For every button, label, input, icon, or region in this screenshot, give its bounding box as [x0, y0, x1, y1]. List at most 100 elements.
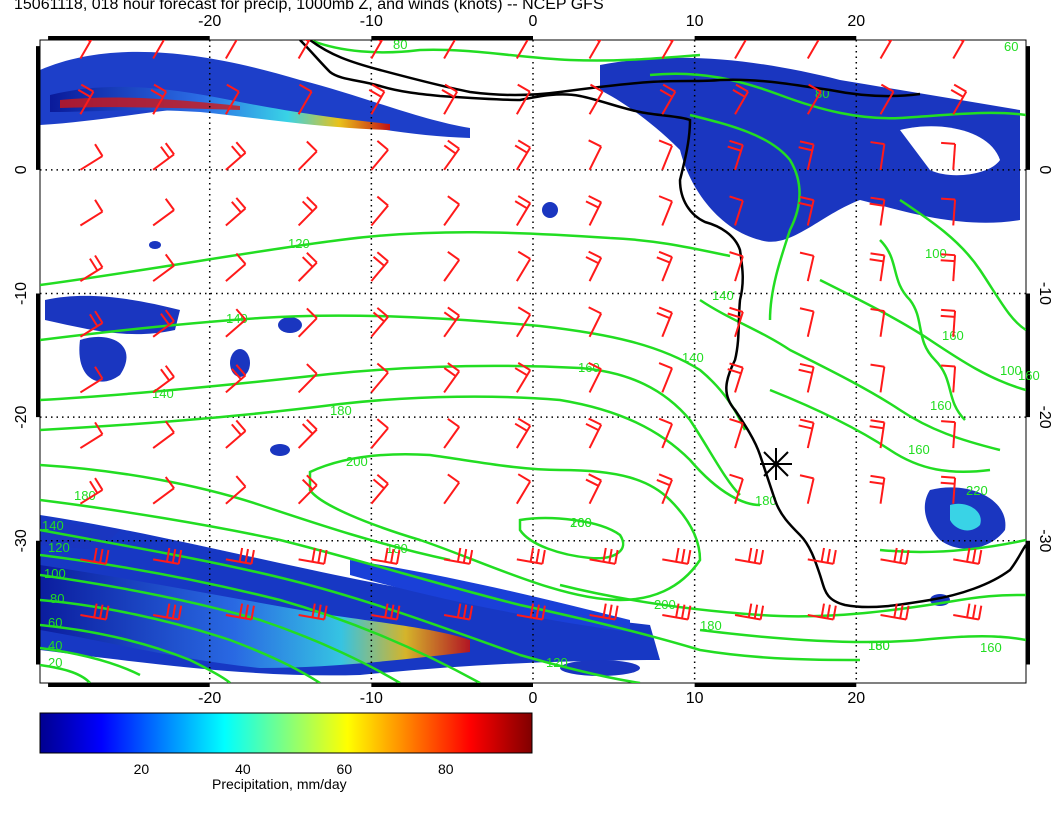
wind-barb: [77, 83, 95, 115]
wind-barb-feather: [250, 605, 255, 620]
wind-barb-feather: [826, 548, 831, 563]
contour-label: 100: [44, 566, 66, 581]
wind-barb-feather: [870, 196, 885, 201]
wind-barb-feather: [869, 202, 884, 207]
wind-barb-feather: [799, 140, 814, 146]
wind-barb-staff: [807, 614, 834, 621]
wind-barb-feather: [798, 201, 813, 207]
precip-band-north: [40, 51, 470, 138]
wind-barb-staff: [225, 430, 247, 449]
wind-barb: [443, 547, 474, 565]
wind-barb: [880, 603, 910, 621]
wind-barb-feather: [517, 139, 531, 149]
wind-barb: [953, 603, 983, 621]
wind-barb-staff: [443, 203, 461, 227]
wind-barb-feather: [456, 547, 462, 562]
wind-barb-feather: [390, 604, 395, 619]
wind-barb-staff: [297, 317, 318, 338]
contour-label: 180: [74, 488, 96, 503]
wind-barb-feather: [238, 547, 244, 562]
wind-barb: [870, 363, 886, 393]
wind-barb-staff: [225, 374, 247, 394]
wind-barb-feather: [376, 418, 389, 429]
wind-barb-feather: [160, 368, 171, 382]
wind-barb: [297, 307, 318, 338]
wind-barb-feather: [177, 549, 183, 565]
lon-tick-label: -10: [360, 13, 383, 30]
contour-label: 140: [712, 288, 734, 303]
wind-barb: [515, 83, 531, 115]
wind-barb-staff: [515, 202, 532, 226]
wind-barb: [79, 254, 104, 282]
wind-barb: [79, 199, 104, 227]
wind-barb: [734, 603, 765, 621]
wind-barb-feather: [893, 603, 898, 618]
wind-barb: [662, 547, 692, 565]
precip-se-core: [950, 503, 981, 531]
wind-barb: [588, 139, 603, 171]
wind-barb-feather: [950, 89, 964, 98]
wind-barb: [297, 474, 318, 505]
wind-barb-feather: [368, 89, 382, 98]
wind-barb-feather: [940, 259, 955, 263]
colorbar-label: Precipitation, mm/day: [212, 776, 347, 792]
wind-barb-feather: [729, 306, 744, 313]
contour-label: 180: [755, 493, 777, 508]
wind-barb-feather: [238, 603, 244, 618]
wind-barb-feather: [447, 362, 460, 373]
contour-label: 60: [48, 615, 62, 630]
wind-barb-feather: [231, 145, 242, 158]
wind-barb-feather: [443, 311, 457, 322]
wind-barb-feather: [235, 419, 247, 432]
wind-barb: [80, 603, 110, 621]
wind-barb-feather: [735, 83, 749, 93]
wind-barb-feather: [869, 480, 884, 485]
wind-barb-feather: [226, 83, 240, 93]
wind-barb: [585, 417, 603, 449]
wind-barb-staff: [806, 478, 815, 504]
wind-barb-feather: [150, 89, 164, 98]
wind-barb: [729, 473, 744, 505]
wind-barb: [798, 196, 815, 226]
wind-barb: [152, 476, 175, 505]
wind-barb-staff: [297, 373, 318, 394]
wind-barb-staff: [225, 207, 247, 227]
contour-label-layer: 8080601001001201401401601601601801801802…: [42, 37, 1040, 670]
wind-barb-feather: [447, 195, 460, 206]
wind-barb-feather: [608, 604, 613, 619]
wind-barb-staff: [515, 425, 532, 449]
wind-barb-staff: [879, 310, 886, 337]
wind-barb-staff: [297, 428, 318, 449]
wind-barb: [152, 40, 166, 60]
wind-barb-feather: [231, 368, 242, 380]
contour-label: 180: [700, 618, 722, 633]
precip-small-2: [278, 317, 302, 333]
wind-barb-staff: [879, 366, 886, 393]
wind-barb: [732, 83, 749, 115]
wind-barb-feather: [658, 417, 673, 425]
contour-label: 160: [1018, 368, 1040, 383]
wind-barb-feather: [514, 200, 528, 210]
wind-barb-feather: [585, 478, 599, 487]
wind-barb-feather: [468, 549, 474, 565]
wind-barb-feather: [306, 196, 318, 208]
lat-tick-label: -10: [13, 282, 30, 305]
wind-barb: [514, 417, 532, 449]
contour-label: 180: [386, 541, 408, 556]
wind-barb-staff: [297, 40, 311, 60]
wind-barb: [371, 547, 401, 565]
wind-barb-feather: [832, 605, 837, 620]
wind-barb: [727, 306, 744, 338]
wind-barb: [950, 83, 968, 115]
wind-barb-feather: [93, 603, 98, 618]
wind-barb-feather: [376, 474, 389, 485]
lat-lon-grid: [36, 36, 1030, 687]
wind-barb: [662, 603, 692, 621]
wind-barb-feather: [732, 89, 746, 98]
wind-barb-feather: [799, 418, 814, 424]
wind-barb-feather: [456, 603, 462, 618]
contour-label: 100: [925, 246, 947, 261]
wind-barb-feather: [517, 362, 531, 371]
wind-barb-staff: [952, 199, 957, 226]
